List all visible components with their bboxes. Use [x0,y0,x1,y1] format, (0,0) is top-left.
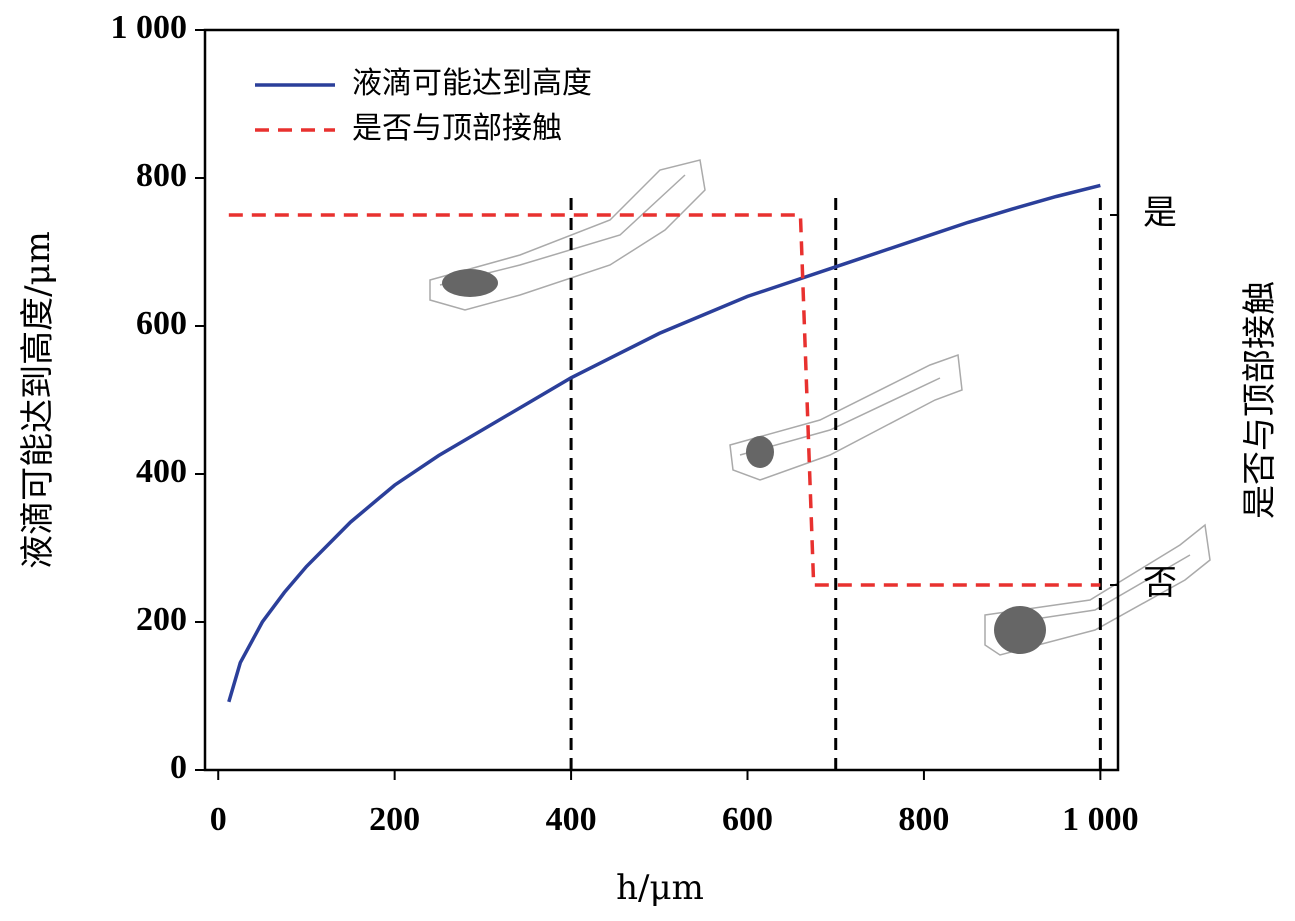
x-tick-label: 1 000 [1062,801,1139,838]
y-tick-label: 800 [136,157,187,194]
series-line [229,215,1101,585]
y-tick-label: 400 [136,453,187,490]
x-axis-label: h/μm [616,868,704,908]
y2-tick-label: 是 [1143,193,1177,233]
series-line [229,185,1101,702]
y-tick-label: 600 [136,305,187,342]
x-tick-label: 0 [210,801,227,838]
chart: h/μm 液滴可能达到高度/μm 是否与顶部接触 0 200 400 600 800 1 … [0,0,1295,917]
inset-images [430,160,1210,655]
legend-label: 液滴可能达到高度 [352,66,592,101]
x-tick-label: 800 [898,801,949,838]
legend-label: 是否与顶部接触 [352,111,562,146]
y2-axis-label: 是否与顶部接触 [1240,281,1280,519]
y-axis-label: 液滴可能达到高度/μm [18,231,58,569]
x-tick-label: 400 [546,801,597,838]
y-tick-label: 200 [136,601,187,638]
y2-tick-label: 否 [1143,563,1177,603]
y-tick-label: 1 000 [111,9,188,46]
x-tick-label: 200 [369,801,420,838]
plot-frame [205,30,1118,770]
y-tick-label: 0 [170,749,187,786]
x-tick-label: 600 [722,801,773,838]
